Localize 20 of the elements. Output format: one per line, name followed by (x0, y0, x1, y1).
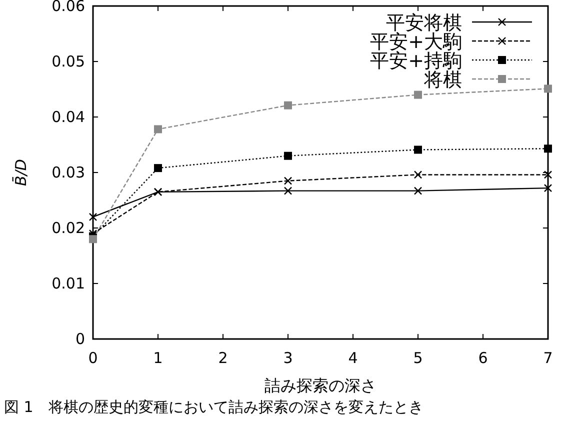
x-tick-label: 6 (478, 349, 488, 367)
y-axis-title: B̄/D (11, 159, 30, 186)
y-tick-label: 0.02 (52, 219, 85, 237)
legend-label: 平安+持駒 (370, 50, 462, 72)
y-tick-label: 0.03 (52, 164, 85, 182)
x-tick-label: 5 (413, 349, 423, 367)
x-tick-label: 7 (543, 349, 553, 367)
y-tick-label: 0.06 (52, 0, 85, 15)
y-tick-label: 0.05 (52, 52, 85, 70)
x-tick-label: 0 (88, 349, 98, 367)
x-tick-label: 1 (153, 349, 163, 367)
x-axis-title: 詰み探索の深さ (264, 376, 376, 395)
legend-label: 将棋 (423, 69, 462, 91)
y-tick-label: 0.04 (52, 108, 85, 126)
caption: 図 1 将棋の歴史的変種において詰み探索の深さを変えたとき (4, 398, 424, 416)
x-tick-label: 3 (283, 349, 293, 367)
x-tick-label: 2 (218, 349, 228, 367)
y-tick-label: 0 (75, 330, 85, 348)
x-tick-label: 4 (348, 349, 358, 367)
y-tick-label: 0.01 (52, 274, 85, 292)
